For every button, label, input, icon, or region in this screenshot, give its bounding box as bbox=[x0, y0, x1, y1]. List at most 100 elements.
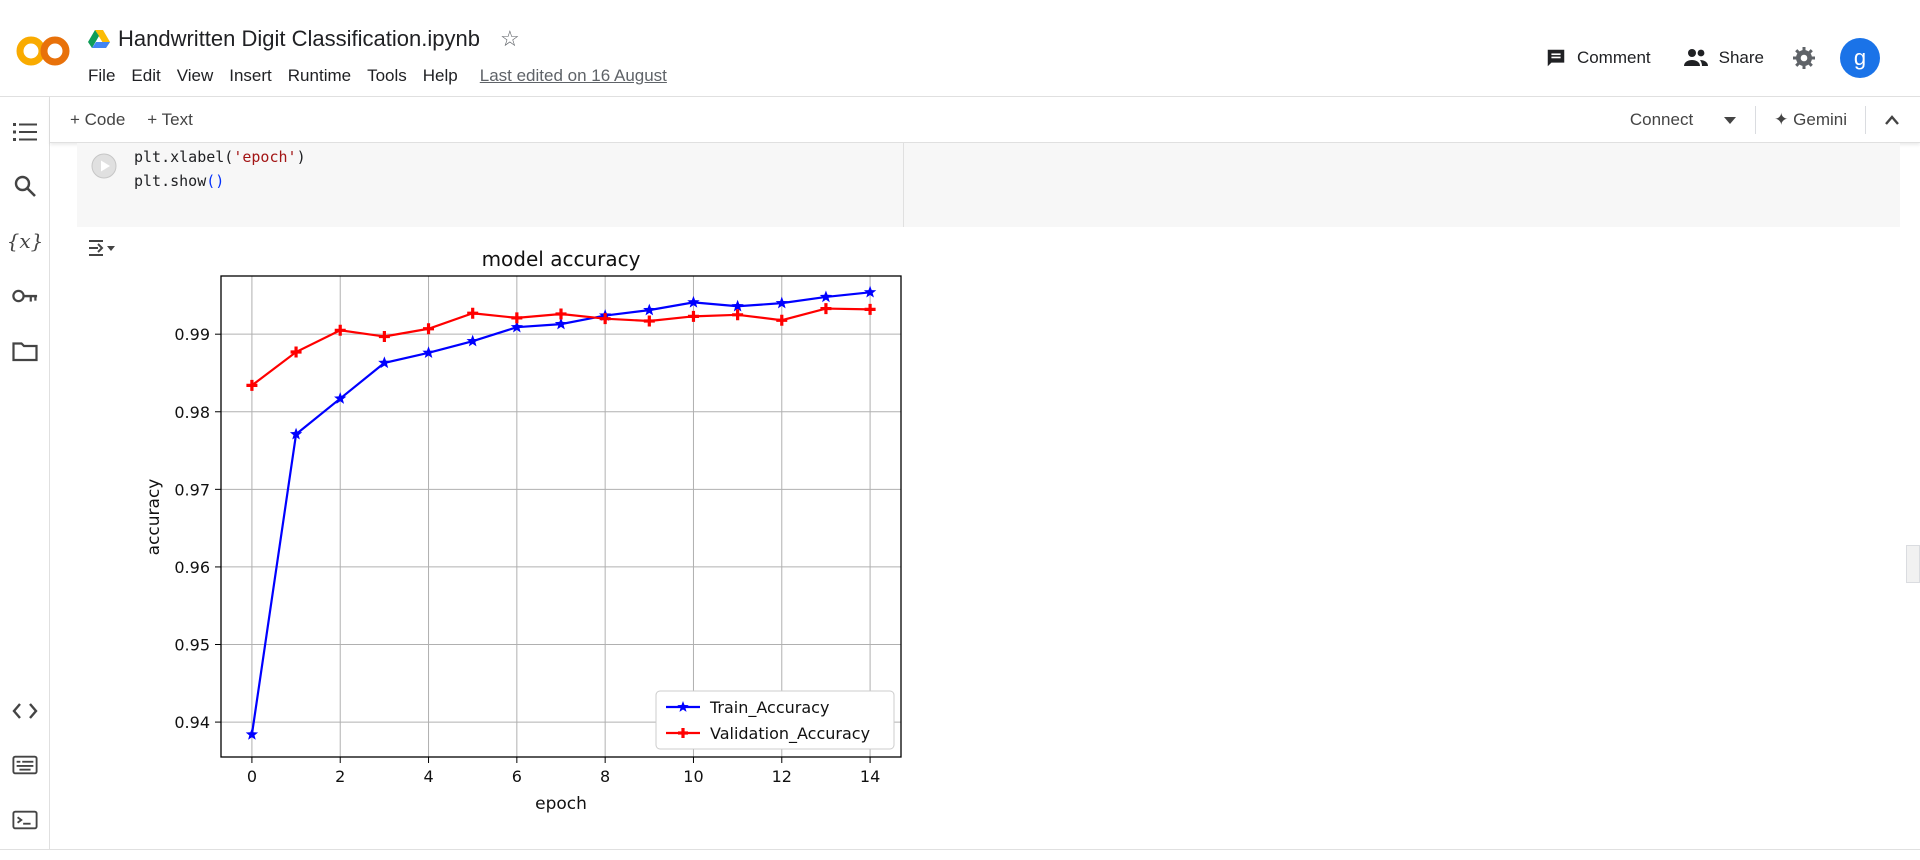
chart-series bbox=[245, 285, 877, 740]
data-point-train bbox=[334, 392, 347, 404]
data-point-validation bbox=[378, 331, 390, 343]
toc-icon[interactable] bbox=[12, 119, 38, 145]
data-point-validation bbox=[820, 303, 832, 315]
y-tick-label: 0.96 bbox=[174, 558, 210, 577]
chart-legend: Train_Accuracy Validation_Accuracy bbox=[655, 690, 895, 750]
title-row: Handwritten Digit Classification.ipynb ☆ bbox=[88, 26, 520, 52]
avatar[interactable]: g bbox=[1840, 38, 1880, 78]
data-point-train bbox=[731, 299, 744, 312]
scrollbar-thumb[interactable] bbox=[1906, 545, 1920, 583]
chart-title: model accuracy bbox=[482, 247, 641, 271]
data-point-validation bbox=[687, 310, 699, 322]
data-point-validation bbox=[732, 309, 744, 321]
code-token: ) bbox=[296, 148, 306, 166]
menu-file[interactable]: File bbox=[88, 66, 116, 85]
settings-gear-icon[interactable] bbox=[1792, 46, 1816, 70]
x-tick-label: 6 bbox=[512, 767, 522, 786]
share-button[interactable]: Share bbox=[1683, 47, 1764, 69]
y-tick-label: 0.98 bbox=[174, 403, 210, 422]
code-line: plt.xlabel('epoch') bbox=[134, 145, 306, 169]
header-actions: Comment Share g bbox=[1513, 38, 1880, 78]
chart-grid bbox=[221, 276, 901, 757]
x-tick-label: 12 bbox=[772, 767, 792, 786]
command-palette-icon[interactable] bbox=[12, 752, 38, 778]
data-point-validation bbox=[511, 312, 523, 324]
connect-button[interactable]: Connect bbox=[1629, 110, 1694, 129]
data-point-train bbox=[687, 295, 700, 308]
legend-marker bbox=[677, 701, 689, 712]
add-code-button[interactable]: + Code bbox=[70, 109, 126, 129]
notebook-toolbar: + Code + Text Connect ✦ Gemini bbox=[50, 97, 1920, 143]
legend-box bbox=[655, 690, 895, 750]
data-point-train bbox=[775, 296, 788, 309]
data-point-train bbox=[422, 346, 435, 359]
data-point-train bbox=[378, 356, 391, 369]
run-cell-icon[interactable] bbox=[91, 153, 117, 179]
left-sidebar: {x} bbox=[0, 97, 50, 849]
code-snippets-icon[interactable] bbox=[12, 698, 38, 724]
share-label: Share bbox=[1718, 48, 1764, 67]
data-point-validation bbox=[599, 313, 611, 325]
data-point-validation bbox=[290, 346, 302, 358]
key-icon[interactable] bbox=[12, 283, 38, 309]
bottom-divider bbox=[0, 849, 1920, 850]
chevron-up-icon[interactable] bbox=[1884, 115, 1900, 125]
menu-tools[interactable]: Tools bbox=[367, 66, 407, 85]
data-point-train bbox=[819, 290, 833, 303]
google-drive-icon bbox=[88, 30, 110, 48]
gemini-button[interactable]: ✦ Gemini bbox=[1774, 110, 1847, 129]
last-edited-link[interactable]: Last edited on 16 August bbox=[479, 66, 667, 85]
data-point-validation bbox=[334, 324, 346, 336]
data-point-train bbox=[643, 303, 656, 316]
search-icon[interactable] bbox=[12, 173, 38, 199]
x-axis-label: epoch bbox=[535, 794, 587, 814]
code-editor[interactable]: plt.xlabel('epoch') plt.show() bbox=[134, 145, 306, 193]
menu-view[interactable]: View bbox=[176, 66, 214, 85]
variables-icon[interactable]: {x} bbox=[6, 229, 44, 253]
menu-insert[interactable]: Insert bbox=[229, 66, 272, 85]
chart-ticks: 0 2 4 6 8 10 12 14 0.94 0.95 0.96 0.97 0.98 0.99 bbox=[174, 325, 880, 786]
data-point-train bbox=[554, 317, 568, 330]
code-string: 'epoch' bbox=[233, 148, 297, 166]
data-point-train bbox=[245, 728, 259, 740]
code-token: () bbox=[206, 172, 225, 190]
data-point-train bbox=[510, 320, 524, 333]
data-point-validation bbox=[246, 379, 258, 391]
code-cell[interactable]: plt.xlabel('epoch') plt.show() bbox=[77, 143, 1900, 227]
code-token: plt.show bbox=[134, 172, 207, 190]
x-tick-label: 10 bbox=[683, 767, 703, 786]
comment-button[interactable]: Comment bbox=[1545, 47, 1651, 69]
comment-icon bbox=[1547, 49, 1565, 67]
chevron-down-icon[interactable] bbox=[1723, 115, 1737, 125]
y-tick-label: 0.94 bbox=[174, 713, 210, 732]
add-text-button[interactable]: + Text bbox=[147, 109, 193, 129]
code-line: plt.show() bbox=[134, 169, 306, 193]
legend-entry: Train_Accuracy bbox=[709, 698, 829, 718]
star-icon[interactable]: ☆ bbox=[499, 26, 520, 51]
y-tick-label: 0.99 bbox=[174, 325, 210, 344]
output-actions-icon[interactable] bbox=[88, 237, 116, 259]
code-token: plt.xlabel( bbox=[134, 148, 234, 166]
accuracy-chart: 0 2 4 6 8 10 12 14 0.94 0.95 0.96 0.97 0.98 0.99 mode… bbox=[144, 247, 902, 814]
menu-bar: File Edit View Insert Runtime Tools Help… bbox=[88, 66, 667, 86]
toolbar-divider bbox=[1865, 106, 1866, 134]
x-tick-label: 4 bbox=[423, 767, 433, 786]
x-tick-label: 8 bbox=[600, 767, 610, 786]
legend-entry: Validation_Accuracy bbox=[710, 724, 870, 744]
data-point-validation bbox=[776, 314, 788, 326]
colab-logo-icon[interactable] bbox=[16, 33, 72, 69]
notebook-title[interactable]: Handwritten Digit Classification.ipynb bbox=[118, 26, 480, 51]
data-point-validation bbox=[643, 315, 655, 327]
x-tick-label: 14 bbox=[860, 767, 880, 786]
folder-icon[interactable] bbox=[12, 338, 38, 364]
x-tick-label: 0 bbox=[247, 767, 257, 786]
menu-edit[interactable]: Edit bbox=[131, 66, 161, 85]
menu-runtime[interactable]: Runtime bbox=[287, 66, 352, 85]
terminal-icon[interactable] bbox=[12, 807, 38, 833]
people-icon bbox=[1683, 49, 1708, 66]
data-point-train bbox=[863, 285, 877, 298]
data-point-train bbox=[466, 334, 479, 347]
plot-frame bbox=[220, 275, 902, 758]
menu-help[interactable]: Help bbox=[422, 66, 458, 85]
x-tick-label: 2 bbox=[335, 767, 345, 786]
